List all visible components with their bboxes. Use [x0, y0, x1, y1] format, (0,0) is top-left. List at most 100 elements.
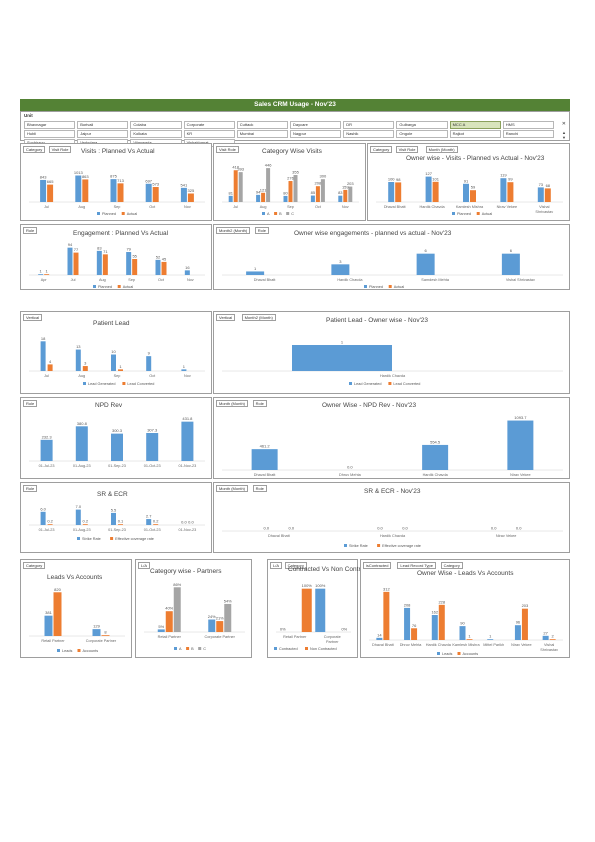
slicer-tag[interactable]: Month (Month): [216, 485, 249, 492]
unit-slicer-item[interactable]: HMS: [502, 121, 554, 129]
bar[interactable]: [293, 175, 298, 202]
unit-slicer[interactable]: Unit Bhavnagar Borivali Colaba Corporate Cut…: [20, 111, 570, 147]
bar[interactable]: [101, 635, 110, 636]
slicer-tag[interactable]: Role: [254, 227, 270, 234]
bar[interactable]: [301, 588, 312, 632]
bar[interactable]: [331, 264, 350, 275]
bar[interactable]: [82, 179, 89, 202]
bar[interactable]: [82, 524, 88, 525]
slicer-tag[interactable]: Category: [370, 146, 393, 153]
bar[interactable]: [180, 187, 187, 202]
slicer-tag[interactable]: Category: [23, 146, 46, 153]
unit-slicer-item[interactable]: DR: [343, 121, 395, 129]
bar[interactable]: [283, 195, 288, 202]
unit-slicer-item[interactable]: Daycare: [290, 121, 342, 129]
slicer-tag[interactable]: Category: [23, 562, 46, 569]
bar[interactable]: [75, 349, 81, 371]
bar[interactable]: [544, 188, 551, 202]
bar[interactable]: [310, 195, 315, 202]
bar[interactable]: [118, 369, 123, 371]
bar[interactable]: [521, 608, 528, 640]
slicer-tag[interactable]: L/A: [270, 562, 283, 569]
bar[interactable]: [145, 183, 152, 202]
bar[interactable]: [261, 192, 266, 202]
slicer-tag[interactable]: Vertical: [216, 314, 236, 321]
bar[interactable]: [157, 629, 165, 632]
bar[interactable]: [246, 271, 265, 275]
bar[interactable]: [181, 369, 187, 371]
bar[interactable]: [184, 270, 190, 275]
slicer-tag[interactable]: Month2 (Month): [241, 314, 276, 321]
unit-slicer-item[interactable]: KR: [183, 130, 235, 138]
bar[interactable]: [432, 181, 439, 202]
bar[interactable]: [132, 259, 138, 275]
bar[interactable]: [153, 524, 159, 525]
bar[interactable]: [152, 187, 159, 202]
bar[interactable]: [238, 172, 243, 202]
unit-slicer-item[interactable]: Nashik: [343, 130, 395, 138]
bar[interactable]: [463, 183, 469, 202]
bar[interactable]: [44, 615, 53, 636]
bar[interactable]: [96, 250, 102, 275]
bar[interactable]: [404, 607, 411, 640]
bar[interactable]: [181, 421, 194, 461]
bar[interactable]: [224, 603, 232, 632]
bar[interactable]: [44, 274, 50, 275]
slicer-tag[interactable]: Role: [23, 227, 38, 234]
slicer-tag[interactable]: Role: [252, 485, 267, 492]
bar[interactable]: [47, 364, 53, 371]
slicer-tag[interactable]: Visit Role: [216, 146, 239, 153]
bar[interactable]: [111, 512, 116, 525]
unit-slicer-item[interactable]: Rajkot: [449, 130, 501, 138]
bar[interactable]: [126, 252, 132, 275]
bar[interactable]: [75, 509, 81, 525]
bar[interactable]: [422, 444, 449, 470]
bar[interactable]: [47, 184, 54, 202]
bar[interactable]: [549, 639, 556, 640]
slicer-tag[interactable]: Category: [440, 562, 463, 569]
bar[interactable]: [507, 420, 534, 470]
unit-slicer-item[interactable]: Ranchi: [502, 130, 554, 138]
bar[interactable]: [459, 626, 466, 640]
bar[interactable]: [117, 183, 124, 202]
bar[interactable]: [165, 611, 173, 632]
bar[interactable]: [501, 253, 520, 275]
slicer-scroll-icon[interactable]: ▲ ▼: [562, 130, 566, 140]
bar[interactable]: [75, 175, 82, 202]
bar[interactable]: [348, 186, 353, 202]
bar[interactable]: [507, 182, 514, 202]
unit-slicer-item[interactable]: Corporate: [183, 121, 235, 129]
bar[interactable]: [146, 519, 152, 525]
bar[interactable]: [40, 179, 47, 202]
unit-slicer-item[interactable]: Cuttack: [236, 121, 288, 129]
bar[interactable]: [67, 247, 73, 275]
bar[interactable]: [438, 604, 445, 640]
slicer-tag[interactable]: Vertical: [23, 314, 43, 321]
slicer-tag[interactable]: Role: [252, 400, 267, 407]
bar[interactable]: [383, 591, 390, 640]
slicer-tag[interactable]: Month (Month): [425, 146, 458, 153]
slicer-tag[interactable]: L/A: [138, 562, 151, 569]
bar[interactable]: [416, 253, 435, 275]
bar[interactable]: [395, 182, 402, 202]
bar[interactable]: [315, 186, 320, 202]
bar[interactable]: [487, 639, 494, 640]
bar[interactable]: [228, 195, 233, 202]
bar[interactable]: [233, 170, 238, 202]
bar[interactable]: [38, 274, 44, 275]
bar[interactable]: [146, 433, 159, 461]
bar[interactable]: [173, 587, 181, 632]
bar[interactable]: [251, 449, 278, 470]
bar[interactable]: [288, 181, 293, 202]
bar[interactable]: [537, 187, 544, 202]
slicer-tag[interactable]: isContracted: [363, 562, 392, 569]
slicer-tag[interactable]: Month2 (Month): [216, 227, 251, 234]
unit-slicer-item[interactable]: Mumbai: [236, 130, 288, 138]
unit-slicer-item[interactable]: Bhavnagar: [24, 121, 76, 129]
bar[interactable]: [514, 625, 521, 640]
bar[interactable]: [542, 635, 549, 640]
bar[interactable]: [82, 366, 88, 371]
bar[interactable]: [118, 524, 123, 525]
unit-slicer-item[interactable]: Jaipur: [77, 130, 129, 138]
bar[interactable]: [343, 189, 348, 202]
